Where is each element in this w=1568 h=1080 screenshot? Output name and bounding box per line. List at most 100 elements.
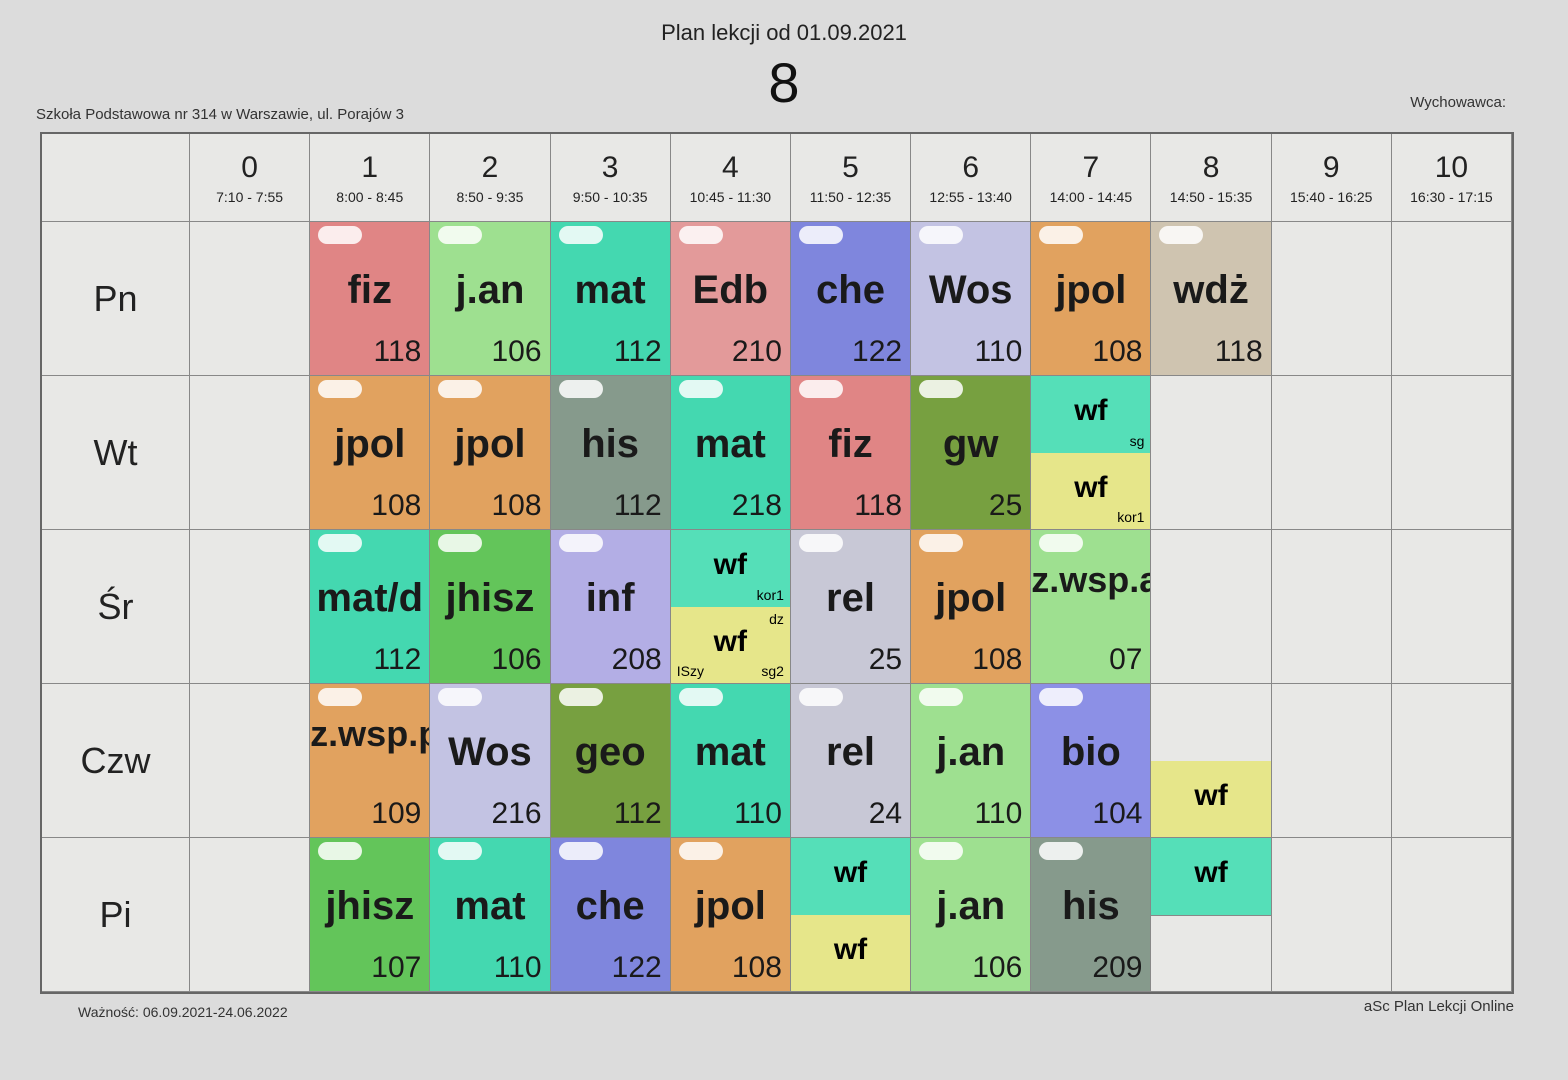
lesson-block[interactable]: jpol 108: [430, 376, 550, 529]
lesson-block[interactable]: jhisz 106: [430, 530, 550, 683]
lesson-block[interactable]: jpol 108: [1031, 222, 1151, 375]
lesson-block[interactable]: inf 208: [550, 530, 670, 683]
timetable-title: Plan lekcji od 01.09.2021: [661, 20, 907, 45]
lesson-block[interactable]: Wos 216: [430, 684, 550, 837]
timetable-cell: [190, 530, 311, 684]
lesson-block[interactable]: jpol 108: [310, 376, 430, 529]
lesson-subject: che: [575, 884, 645, 928]
lesson-subject: mat: [454, 884, 526, 928]
lesson-block[interactable]: j.an 106: [430, 222, 550, 375]
period-time: 14:50 - 15:35: [1169, 188, 1253, 205]
lesson-subject: mat: [694, 422, 766, 466]
period-header: 7 14:00 - 14:45: [1031, 134, 1152, 222]
lesson-room: 106: [491, 335, 542, 368]
lesson-half[interactable]: wf sg: [1031, 376, 1151, 454]
lesson-block[interactable]: wdż 118: [1151, 222, 1271, 375]
timetable-cell: mat/d 112: [310, 530, 431, 684]
lesson-room: 106: [972, 951, 1023, 984]
lesson-half[interactable]: wf: [1151, 760, 1271, 837]
lesson-room: 218: [731, 489, 782, 522]
lesson-room: 108: [371, 489, 422, 522]
lesson-subject: Wos: [928, 268, 1013, 312]
lesson-room: 110: [734, 797, 782, 830]
lesson-block[interactable]: fiz 118: [790, 376, 911, 529]
teacher-redacted: [438, 380, 483, 398]
lesson-room: 24: [868, 797, 903, 830]
timetable-cell: wf sg wf kor1: [1031, 376, 1152, 530]
lesson-block[interactable]: geo 112: [550, 684, 670, 837]
timetable-cell: rel 25: [790, 530, 912, 684]
lesson-half[interactable]: wf: [1151, 838, 1271, 916]
teacher-redacted: [1039, 534, 1084, 552]
period-time: 15:40 - 16:25: [1289, 188, 1373, 205]
lesson-block[interactable]: j.an 106: [911, 838, 1031, 991]
lesson-block[interactable]: his 209: [1031, 838, 1151, 991]
teacher-redacted: [318, 842, 363, 860]
class-name: 8: [768, 51, 800, 114]
period-number: 0: [241, 150, 258, 184]
lesson-subject: wf: [833, 932, 868, 966]
lesson-room: 106: [491, 643, 542, 676]
teacher-redacted: [798, 688, 843, 706]
lesson-group: sg2: [761, 663, 784, 679]
teacher-redacted: [318, 226, 363, 244]
period-header: 9 15:40 - 16:25: [1271, 134, 1392, 222]
lesson-block[interactable]: mat 218: [670, 376, 790, 529]
teacher-redacted: [678, 688, 723, 706]
lesson-block[interactable]: jpol 108: [670, 838, 790, 991]
lesson-subject: wf: [1074, 394, 1108, 427]
lesson-subject: wf: [1074, 470, 1108, 504]
teacher-redacted: [318, 688, 363, 706]
lesson-block[interactable]: Edb 210: [670, 222, 790, 375]
period-number: 9: [1322, 150, 1340, 184]
lesson-subject: geo: [574, 730, 646, 774]
lesson-block[interactable]: jpol 108: [911, 530, 1031, 683]
lesson-half[interactable]: wf: [790, 838, 911, 916]
lesson-subject: wf: [713, 624, 747, 658]
teacher-redacted: [798, 380, 843, 398]
teacher-redacted: [678, 842, 723, 860]
lesson-half[interactable]: wf sg2 ISzy dz: [670, 606, 790, 683]
teacher-redacted: [678, 226, 723, 244]
timetable-cell: Wos 216: [430, 684, 551, 838]
timetable-cell: [1271, 838, 1392, 992]
lesson-block[interactable]: z.wsp.ang 07: [1031, 530, 1151, 683]
lesson-room: 108: [491, 489, 542, 522]
lesson-room: 216: [491, 797, 542, 830]
lesson-teacher: dz: [769, 610, 784, 627]
lesson-block[interactable]: gw 25: [911, 376, 1031, 529]
lesson-block[interactable]: z.wsp.pol 109: [310, 684, 430, 837]
lesson-subject: jpol: [935, 576, 1007, 620]
lesson-half[interactable]: wf: [790, 914, 911, 991]
teacher-redacted: [1039, 688, 1084, 706]
timetable-cell: [1271, 376, 1392, 530]
lesson-block[interactable]: mat 110: [670, 684, 790, 837]
lesson-block[interactable]: che 122: [550, 838, 670, 991]
lesson-block[interactable]: his 112: [550, 376, 670, 529]
period-header: 10 16:30 - 17:15: [1391, 134, 1512, 222]
teacher-redacted: [919, 534, 964, 552]
lesson-room: 108: [731, 951, 782, 984]
lesson-block[interactable]: fiz 118: [310, 222, 430, 375]
lesson-block[interactable]: rel 24: [790, 684, 911, 837]
lesson-subject: wf: [713, 548, 747, 581]
lesson-block[interactable]: mat 110: [430, 838, 550, 991]
day-label: Śr: [42, 530, 190, 684]
lesson-block[interactable]: bio 104: [1031, 684, 1151, 837]
period-time: 8:00 - 8:45: [336, 188, 404, 205]
lesson-block[interactable]: mat/d 112: [310, 530, 430, 683]
lesson-block[interactable]: che 122: [790, 222, 911, 375]
lesson-half[interactable]: wf kor1: [670, 530, 790, 608]
lesson-block[interactable]: Wos 110: [911, 222, 1031, 375]
teacher-redacted: [438, 534, 483, 552]
lesson-subject: jpol: [1055, 268, 1127, 312]
lesson-block[interactable]: jhisz 107: [310, 838, 430, 991]
lesson-block[interactable]: rel 25: [790, 530, 911, 683]
day-label: Czw: [42, 684, 190, 838]
timetable-cell: his 209: [1031, 838, 1152, 992]
lesson-block[interactable]: mat 112: [550, 222, 670, 375]
lesson-subject: his: [581, 422, 640, 466]
period-time: 14:00 - 14:45: [1049, 188, 1133, 205]
lesson-block[interactable]: j.an 110: [911, 684, 1031, 837]
lesson-half[interactable]: wf kor1: [1031, 452, 1151, 529]
